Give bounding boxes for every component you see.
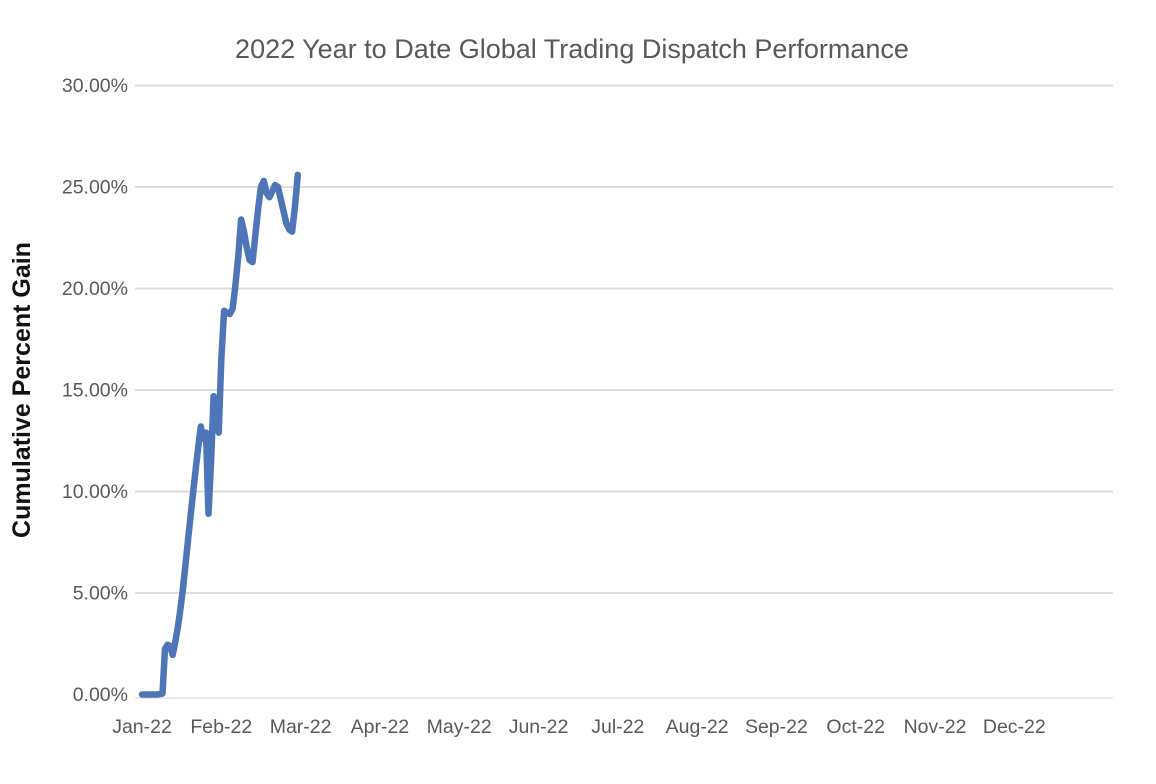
x-tick-label: May-22 [427,716,492,738]
x-tick-label: Aug-22 [666,716,729,738]
x-tick-label: Mar-22 [270,716,332,738]
series-lines [138,171,302,698]
chart-title: 2022 Year to Date Global Trading Dispatc… [235,34,909,64]
gridlines [135,84,1113,699]
y-tick-label: 25.00% [62,177,128,199]
y-tick-label: 15.00% [62,380,128,402]
x-tick-label: Feb-22 [190,716,252,738]
y-tick-label: 10.00% [62,481,128,503]
y-tick-label: 0.00% [73,684,128,706]
x-tick-label: Apr-22 [351,716,410,738]
x-tick-label: Jan-22 [112,716,172,738]
x-tick-label: Jun-22 [509,716,569,738]
x-axis-tick-labels: Jan-22 Feb-22 Mar-22 Apr-22 May-22 Jun-22 Jul-… [112,716,1046,738]
y-tick-label: 5.00% [73,583,128,605]
x-tick-label: Dec-22 [983,716,1046,738]
performance-line [138,171,302,698]
y-tick-label: 30.00% [62,75,128,97]
y-axis-tick-labels: 0.00% 5.00% 10.00% 15.00% 20.00% 25.00% 30.00% [62,75,128,706]
x-tick-label: Sep-22 [745,716,808,738]
y-axis-title: Cumulative Percent Gain [8,242,36,538]
x-tick-label: Jul-22 [591,716,644,738]
y-tick-label: 20.00% [62,278,128,300]
x-tick-label: Nov-22 [904,716,967,738]
x-tick-label: Oct-22 [826,716,885,738]
